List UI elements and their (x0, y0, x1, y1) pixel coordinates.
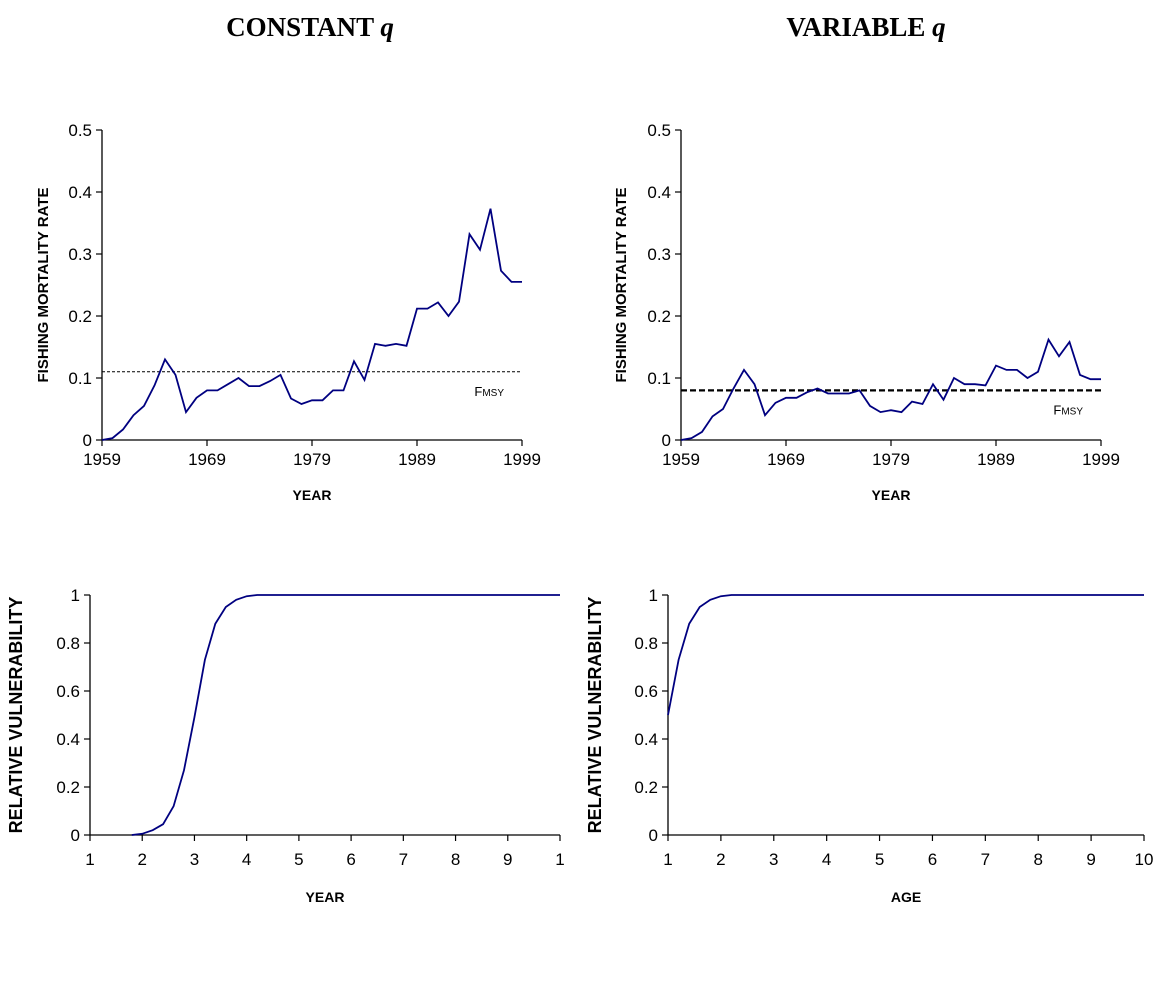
y-tick-label: 0.2 (647, 307, 671, 326)
x-tick-label: 1 (555, 850, 564, 869)
chart-variable-q-relative-vulnerability: 0 0.2 0.4 0.6 0.8 1 1 2 3 4 5 6 7 8 9 10 AGE RELATIVE VUL… (585, 586, 1154, 905)
x-tick-label: 3 (190, 850, 199, 869)
x-tick-label: 2 (716, 850, 725, 869)
x-tick-label: 1959 (662, 450, 700, 469)
y-tick-label: 0.2 (634, 778, 658, 797)
y-tick-label: 0.4 (634, 730, 658, 749)
x-tick-label: 7 (981, 850, 990, 869)
x-tick-label: 1969 (767, 450, 805, 469)
fmsy-label: FMSY (1053, 402, 1083, 417)
fmsy-label-subscript: MSY (482, 388, 504, 399)
q-symbol: q (380, 12, 394, 42)
x-tick-label: 5 (875, 850, 884, 869)
y-tick-label: 0.5 (647, 121, 671, 140)
fmsy-label-subscript: MSY (1061, 406, 1083, 417)
x-tick-label: 1969 (188, 450, 226, 469)
y-tick-label: 1 (649, 586, 658, 605)
series-line (131, 594, 560, 836)
series-line (667, 594, 1144, 716)
x-tick-label: 10 (1135, 850, 1154, 869)
x-tick-label: 8 (451, 850, 460, 869)
x-axis-label: YEAR (306, 889, 345, 905)
x-tick-label: 1979 (293, 450, 331, 469)
x-tick-label: 4 (822, 850, 831, 869)
y-tick-label: 0.4 (68, 183, 92, 202)
series-line (680, 337, 1101, 441)
x-axis-label: YEAR (293, 487, 332, 503)
x-tick-label: 4 (242, 850, 251, 869)
y-tick-label: 0 (83, 431, 92, 450)
y-tick-label: 0.3 (647, 245, 671, 264)
fmsy-label-main: F (1053, 402, 1061, 417)
y-tick-label: 0.1 (647, 369, 671, 388)
y-tick-label: 0.3 (68, 245, 92, 264)
series-line (101, 208, 522, 441)
y-tick-label: 0.4 (56, 730, 80, 749)
x-tick-label: 3 (769, 850, 778, 869)
y-tick-label: 0.6 (56, 682, 80, 701)
q-symbol: q (932, 12, 946, 42)
y-axis-label: RELATIVE VULNERABILITY (6, 597, 26, 834)
y-tick-label: 0.1 (68, 369, 92, 388)
y-tick-label: 0.2 (68, 307, 92, 326)
x-tick-label: 2 (137, 850, 146, 869)
y-tick-label: 0.6 (634, 682, 658, 701)
x-tick-label: 1 (663, 850, 672, 869)
x-tick-label: 1959 (83, 450, 121, 469)
x-tick-label: 5 (294, 850, 303, 869)
chart-constant-q-fishing-mortality: 0 0.1 0.2 0.3 0.4 0.5 1959 1969 1979 1989 1999 YEAR… (35, 121, 541, 503)
x-tick-label: 1989 (977, 450, 1015, 469)
x-tick-label: 7 (399, 850, 408, 869)
y-tick-label: 0.8 (56, 634, 80, 653)
fmsy-label-main: F (474, 384, 482, 399)
x-tick-label: 9 (1086, 850, 1095, 869)
constant-q-title: CONSTANT q (226, 12, 394, 42)
y-tick-label: 0.5 (68, 121, 92, 140)
fmsy-label: FMSY (474, 384, 504, 399)
x-axis-label: AGE (891, 889, 921, 905)
x-tick-label: 1989 (398, 450, 436, 469)
y-tick-label: 0.4 (647, 183, 671, 202)
x-tick-label: 6 (928, 850, 937, 869)
y-tick-label: 1 (71, 586, 80, 605)
y-tick-label: 0.2 (56, 778, 80, 797)
y-tick-label: 0 (71, 826, 80, 845)
x-tick-label: 8 (1033, 850, 1042, 869)
variable-q-title: VARIABLE q (786, 12, 946, 42)
x-tick-label: 1 (85, 850, 94, 869)
x-tick-label: 6 (346, 850, 355, 869)
x-tick-label: 1999 (503, 450, 541, 469)
x-tick-label: 9 (503, 850, 512, 869)
x-axis-label: YEAR (872, 487, 911, 503)
chart-variable-q-fishing-mortality: 0 0.1 0.2 0.3 0.4 0.5 1959 1969 1979 1989 1999 YEAR… (613, 121, 1120, 503)
x-tick-label: 1999 (1082, 450, 1120, 469)
x-tick-label: 1979 (872, 450, 910, 469)
y-tick-label: 0 (649, 826, 658, 845)
y-tick-label: 0 (662, 431, 671, 450)
chart-constant-q-relative-vulnerability: 0 0.2 0.4 0.6 0.8 1 1 2 3 4 5 6 7 8 9 1 YEAR RELATIVE VUL… (6, 586, 565, 905)
y-tick-label: 0.8 (634, 634, 658, 653)
y-axis-label: FISHING MORTALITY RATE (35, 188, 52, 383)
y-axis-label: FISHING MORTALITY RATE (613, 188, 630, 383)
y-axis-label: RELATIVE VULNERABILITY (585, 597, 605, 834)
